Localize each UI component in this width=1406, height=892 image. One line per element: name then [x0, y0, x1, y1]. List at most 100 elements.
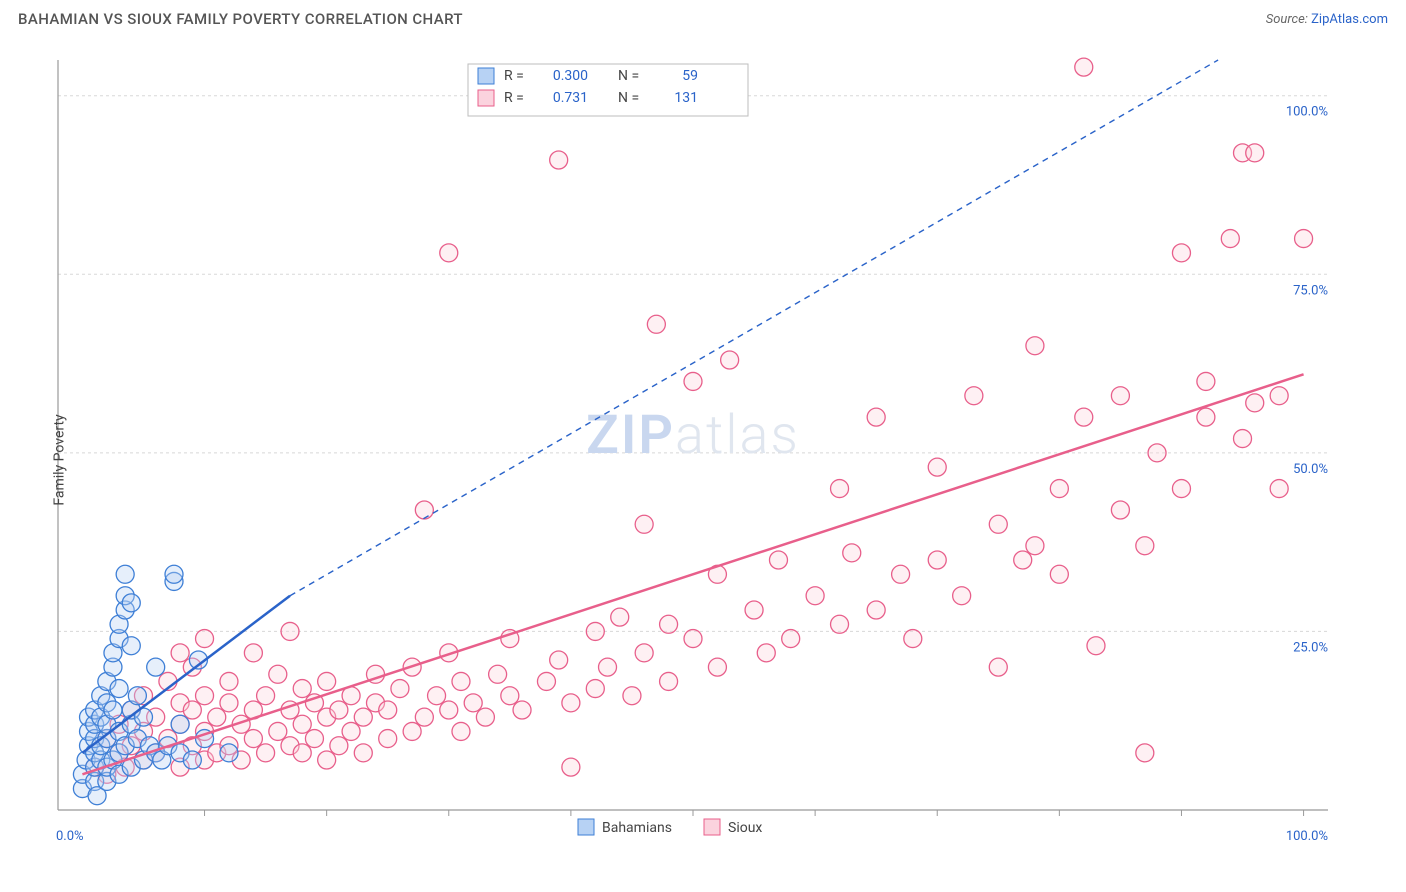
- stat-label: N =: [618, 90, 639, 106]
- data-point: [196, 687, 214, 705]
- data-point: [428, 687, 446, 705]
- data-point: [464, 694, 482, 712]
- y-tick-label: 100.0%: [1286, 105, 1328, 120]
- data-point: [128, 687, 146, 705]
- data-point: [635, 515, 653, 533]
- data-point: [403, 722, 421, 740]
- data-point: [1197, 372, 1215, 390]
- data-point: [415, 501, 433, 519]
- stat-r-value: 0.731: [553, 90, 588, 106]
- data-point: [489, 665, 507, 683]
- data-point: [257, 744, 275, 762]
- data-point: [562, 694, 580, 712]
- data-point: [513, 701, 531, 719]
- data-point: [501, 687, 519, 705]
- legend-label: Sioux: [728, 820, 762, 836]
- data-point: [782, 630, 800, 648]
- data-point: [1234, 430, 1252, 448]
- data-point: [562, 758, 580, 776]
- legend-swatch: [478, 90, 494, 106]
- data-point: [1295, 230, 1313, 248]
- data-point: [684, 372, 702, 390]
- x-tick-label-right: 100.0%: [1286, 829, 1328, 844]
- data-point: [165, 565, 183, 583]
- data-point: [1087, 637, 1105, 655]
- data-point: [708, 658, 726, 676]
- data-point: [757, 644, 775, 662]
- data-point: [769, 551, 787, 569]
- data-point: [1136, 744, 1154, 762]
- legend-label: Bahamians: [602, 820, 672, 836]
- y-tick-label: 50.0%: [1293, 462, 1328, 477]
- data-point: [965, 387, 983, 405]
- data-point: [611, 608, 629, 626]
- y-tick-label: 75.0%: [1293, 283, 1328, 298]
- data-point: [586, 622, 604, 640]
- y-tick-label: 25.0%: [1293, 640, 1328, 655]
- stat-n-value: 131: [674, 90, 698, 106]
- data-point: [318, 751, 336, 769]
- source-label: Source:: [1266, 12, 1308, 27]
- data-point: [867, 601, 885, 619]
- legend-swatch: [478, 68, 494, 84]
- data-point: [1246, 394, 1264, 412]
- data-point: [831, 480, 849, 498]
- data-point: [196, 630, 214, 648]
- data-point: [330, 701, 348, 719]
- data-point: [379, 701, 397, 719]
- data-point: [1111, 387, 1129, 405]
- data-point: [1270, 480, 1288, 498]
- data-point: [257, 687, 275, 705]
- data-point: [293, 715, 311, 733]
- data-point: [1111, 501, 1129, 519]
- legend-swatch: [704, 819, 720, 835]
- data-point: [892, 565, 910, 583]
- data-point: [440, 701, 458, 719]
- data-point: [953, 587, 971, 605]
- data-point: [599, 658, 617, 676]
- data-point: [647, 315, 665, 333]
- stat-label: R =: [504, 90, 524, 106]
- data-point: [208, 708, 226, 726]
- data-point: [904, 630, 922, 648]
- data-point: [1172, 480, 1190, 498]
- stat-label: R =: [504, 68, 524, 84]
- data-point: [1221, 230, 1239, 248]
- data-point: [415, 708, 433, 726]
- data-point: [1246, 144, 1264, 162]
- data-point: [1026, 337, 1044, 355]
- data-point: [928, 551, 946, 569]
- data-point: [1075, 408, 1093, 426]
- data-point: [550, 651, 568, 669]
- data-point: [183, 751, 201, 769]
- data-point: [1050, 480, 1068, 498]
- data-point: [452, 722, 470, 740]
- data-point: [867, 408, 885, 426]
- chart-container: Family Poverty 25.0%50.0%75.0%100.0%ZIPa…: [18, 40, 1388, 880]
- data-point: [269, 722, 287, 740]
- data-point: [281, 622, 299, 640]
- data-point: [305, 730, 323, 748]
- data-point: [116, 565, 134, 583]
- stat-r-value: 0.300: [553, 68, 588, 84]
- data-point: [354, 744, 372, 762]
- data-point: [635, 644, 653, 662]
- data-point: [1014, 551, 1032, 569]
- source-link[interactable]: ZipAtlas.com: [1311, 12, 1388, 27]
- data-point: [391, 680, 409, 698]
- data-point: [104, 701, 122, 719]
- x-tick-label-left: 0.0%: [56, 829, 84, 844]
- data-point: [293, 680, 311, 698]
- data-point: [989, 515, 1007, 533]
- source-attribution: Source: ZipAtlas.com: [1266, 12, 1388, 27]
- data-point: [318, 672, 336, 690]
- stat-label: N =: [618, 68, 639, 84]
- data-point: [1197, 408, 1215, 426]
- legend-swatch: [578, 819, 594, 835]
- scatter-chart: 25.0%50.0%75.0%100.0%ZIPatlas0.0%100.0%R…: [18, 40, 1348, 860]
- data-point: [110, 680, 128, 698]
- data-point: [269, 665, 287, 683]
- data-point: [586, 680, 604, 698]
- data-point: [1270, 387, 1288, 405]
- data-point: [623, 687, 641, 705]
